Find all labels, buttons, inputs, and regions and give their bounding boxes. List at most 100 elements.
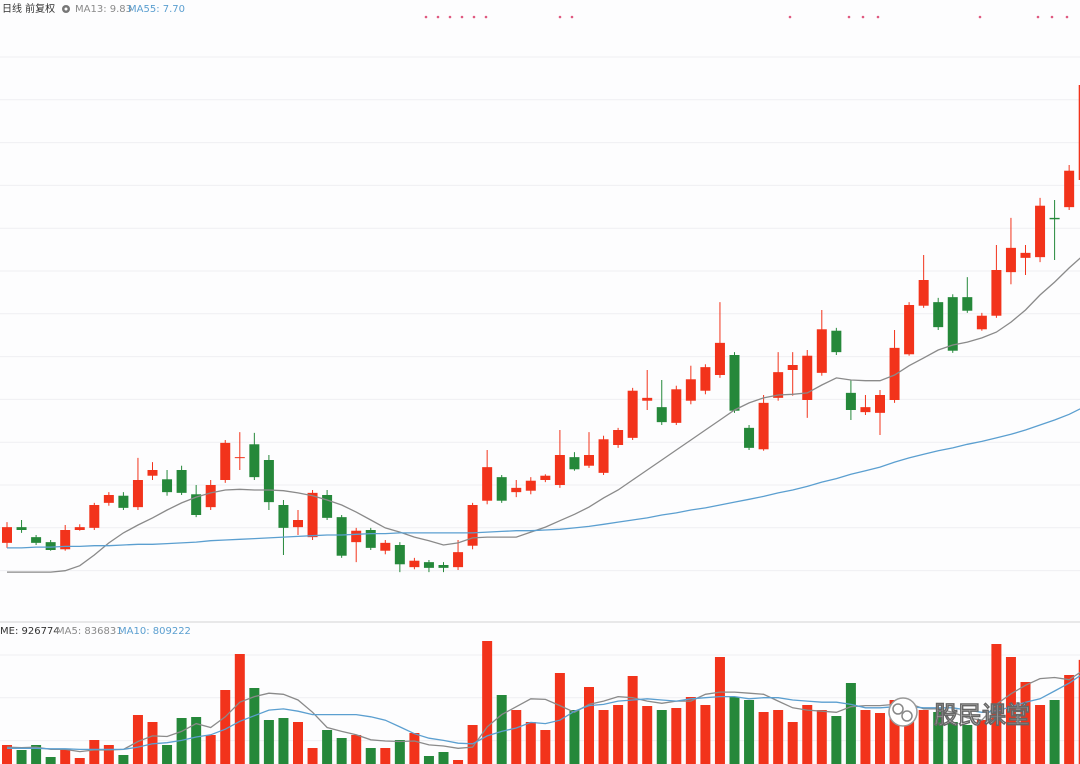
candle-body [845, 392, 856, 410]
candle-body [860, 407, 871, 413]
dot [978, 15, 982, 19]
watermark-icon [892, 703, 904, 715]
candle-body [453, 552, 464, 568]
volume-bar [613, 705, 624, 764]
volume-bar [773, 710, 784, 764]
volume-bar [511, 710, 522, 764]
candle-body [918, 280, 929, 306]
volume-bar [816, 710, 827, 764]
watermark: 股民课堂 [888, 697, 1030, 729]
candle-body [787, 365, 798, 370]
ma-line [7, 257, 1080, 573]
candle-body [16, 527, 27, 530]
candle-body [1049, 217, 1060, 220]
volume-bar [453, 760, 464, 764]
legend-entry: MA5: 836831 [56, 626, 123, 637]
dot [448, 15, 452, 19]
volume-bar [380, 748, 391, 764]
watermark-icon [901, 710, 913, 722]
volume-bar [569, 710, 580, 764]
volume-bar [103, 745, 114, 764]
marks [2, 85, 1080, 764]
dot [1050, 15, 1054, 19]
volume-bar [336, 738, 347, 764]
volume-bar [263, 720, 274, 764]
volume-bar [249, 688, 260, 764]
candle-body [976, 315, 987, 330]
volume-bar [700, 705, 711, 764]
candle-body [205, 485, 216, 508]
candle-body [773, 372, 784, 398]
volume-bar [947, 722, 958, 764]
volume-bar [191, 717, 202, 764]
candle-body [496, 477, 507, 501]
volume-bar [118, 755, 129, 764]
volume-bar [60, 750, 71, 764]
volume-bar [293, 722, 303, 764]
dot [472, 15, 476, 19]
volume-bar [918, 710, 929, 764]
dot [424, 15, 428, 19]
volume-bar [787, 722, 798, 764]
candle-body [991, 270, 1002, 316]
volume-bar [540, 730, 551, 764]
candle-body [2, 527, 12, 543]
candle-body [394, 545, 405, 565]
volume-bar [205, 735, 216, 764]
candle-body [191, 494, 202, 515]
candle-body [482, 467, 493, 501]
volume-bar [147, 722, 158, 764]
dot [876, 15, 880, 19]
volume-bar [962, 725, 973, 764]
volume-bar [904, 710, 915, 764]
candle-body [118, 495, 129, 508]
candle-body [554, 455, 565, 485]
volume-bar [351, 735, 362, 764]
volume-bar [1035, 705, 1046, 764]
volume-bar [714, 657, 725, 764]
volume-bar [802, 705, 813, 764]
candle-body [1064, 170, 1075, 208]
volume-bar [744, 700, 755, 764]
candle-body [642, 397, 653, 401]
volume-bar [482, 641, 493, 764]
volume-bar [394, 740, 405, 764]
candle-body [409, 560, 420, 568]
volume-bar [758, 712, 769, 764]
volume-bar [1005, 657, 1016, 764]
dot [436, 15, 440, 19]
candle-body [1078, 85, 1080, 180]
volume-bar [976, 720, 987, 764]
candle-body [336, 517, 347, 556]
candle-body [60, 530, 71, 550]
candle-body [729, 355, 740, 411]
candle-body [627, 390, 638, 438]
candle-body [613, 430, 624, 445]
candle-body [656, 407, 667, 423]
ma-line [7, 408, 1080, 549]
volume-bar [74, 758, 85, 764]
dot [570, 15, 574, 19]
volume-bar [875, 713, 885, 764]
candle-body [278, 505, 289, 528]
dot [861, 15, 865, 19]
candle-body [380, 542, 391, 551]
volume-bar [584, 687, 594, 764]
volume-bar [627, 676, 638, 764]
volume-bar [656, 710, 667, 764]
volume-bar [322, 730, 333, 764]
candle-body [904, 305, 915, 355]
volume-bar [554, 673, 565, 764]
volume-bar [278, 718, 289, 764]
volume-bar [1078, 659, 1080, 764]
signal-dots [424, 15, 1069, 19]
candle-body [875, 395, 885, 413]
candle-body [162, 479, 173, 493]
volume-bar [365, 748, 376, 764]
dot [788, 15, 792, 19]
legend-entry: ME: 926774 [0, 626, 60, 637]
candle-body [147, 470, 158, 476]
candle-body [525, 480, 536, 491]
dot [558, 15, 562, 19]
watermark-text: 股民课堂 [934, 701, 1030, 729]
